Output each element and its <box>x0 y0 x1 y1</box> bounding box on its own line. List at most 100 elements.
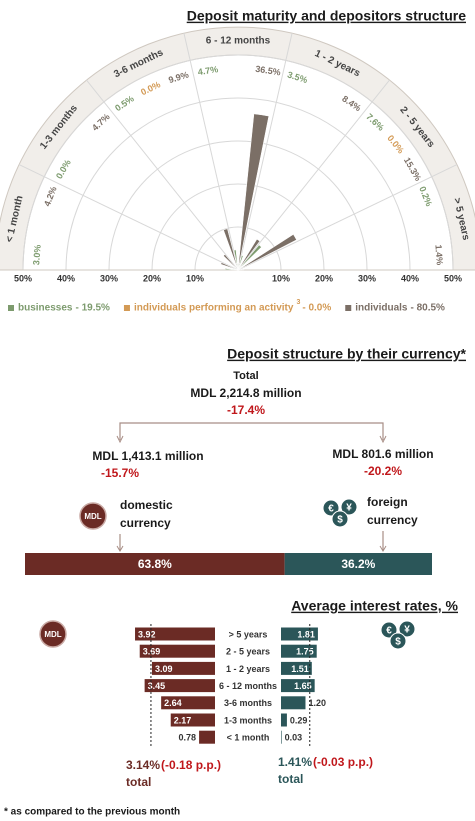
legend-swatch <box>345 305 352 311</box>
value-label: 8.4% <box>340 93 363 113</box>
change: -20.2% <box>364 464 402 478</box>
average-name: total <box>126 775 151 789</box>
rate-label: 2.17 <box>174 715 192 725</box>
petal <box>237 113 270 271</box>
value-label: 4.7% <box>90 112 112 133</box>
amount: MDL 1,413.1 million <box>92 449 203 463</box>
share-bar <box>25 553 285 575</box>
icon-text: $ <box>395 637 401 648</box>
spoke <box>183 32 239 271</box>
total-amount: MDL 2,214.8 million <box>190 386 301 400</box>
rate-label: 3.69 <box>143 647 161 657</box>
average-name: total <box>278 772 303 786</box>
icon-circle <box>340 498 358 516</box>
rate-bar <box>281 679 315 693</box>
value-label: 36.5% <box>255 64 282 78</box>
rate-label: 0.29 <box>290 715 308 725</box>
legend-swatch <box>123 305 130 311</box>
currency-name: domestic <box>120 498 173 512</box>
currency-name: currency <box>367 513 418 527</box>
rate-label: 0.03 <box>285 733 303 743</box>
icon-circle <box>322 499 340 517</box>
average-value: 1.41% <box>278 755 312 769</box>
petal <box>220 262 239 271</box>
r-tick-label: 10% <box>272 273 290 283</box>
row-label: 2 - 5 years <box>226 647 270 657</box>
rate-bar <box>161 696 215 710</box>
icon-circle <box>389 632 407 650</box>
grid-arc <box>194 226 282 271</box>
icon-text: ¥ <box>404 625 410 636</box>
value-label: 9.9% <box>167 70 190 86</box>
r-tick-label: 40% <box>401 273 419 283</box>
legend-total: - 19.5% <box>75 303 110 314</box>
icon-text: MDL <box>84 512 101 521</box>
icon-circle <box>398 620 416 638</box>
r-tick-label: 50% <box>14 273 32 283</box>
rate-label: 3.92 <box>138 629 156 639</box>
legend-label: individuals <box>355 303 408 314</box>
petal <box>237 238 261 271</box>
value-label: 0.0% <box>139 79 162 97</box>
arrow-head <box>379 435 387 444</box>
value-label: 15.3% <box>402 156 423 183</box>
sector-label: 6 - 12 months <box>206 36 271 47</box>
value-label: 0.0% <box>385 133 406 155</box>
row-label: 3-6 months <box>224 698 272 708</box>
share-bar <box>284 553 432 575</box>
amount: MDL 801.6 million <box>332 447 433 461</box>
rate-bar <box>281 644 317 658</box>
icon-circle <box>380 621 398 639</box>
rate-label: 3.09 <box>155 664 173 674</box>
rate-label: 1.81 <box>297 629 315 639</box>
rate-label: 2.64 <box>164 698 182 708</box>
petal <box>237 234 297 271</box>
row-label: 1 - 2 years <box>226 664 270 674</box>
r-tick-label: 10% <box>186 273 204 283</box>
icon-circle <box>79 502 107 530</box>
value-label: 4.7% <box>197 64 219 77</box>
spoke <box>237 32 293 271</box>
icon-circle <box>331 510 349 528</box>
value-label: 0.5% <box>113 93 136 113</box>
change: -15.7% <box>101 466 139 480</box>
rate-label: 0.78 <box>179 733 197 743</box>
currency-name: currency <box>120 516 171 530</box>
row-label: 6 - 12 months <box>219 681 277 691</box>
icon-text: $ <box>337 515 343 526</box>
rates-title: Average interest rates, % <box>291 598 458 614</box>
spoke <box>86 79 239 271</box>
petal <box>237 268 245 271</box>
legend-label: individuals performing an activity <box>134 303 294 314</box>
rate-label: 3.45 <box>148 681 166 691</box>
rate-bar <box>199 730 215 744</box>
petal <box>224 268 239 271</box>
row-label: 1-3 months <box>224 715 272 725</box>
row-label: > 5 years <box>229 629 268 639</box>
icon-text: € <box>328 504 334 515</box>
icon-text: ¥ <box>346 503 352 514</box>
spoke <box>237 164 458 271</box>
arrow-head <box>379 545 387 552</box>
r-tick-label: 40% <box>57 273 75 283</box>
legend-label: businesses <box>18 303 73 314</box>
petal <box>223 228 239 271</box>
grid-arc <box>22 54 454 271</box>
icon-text: € <box>386 626 392 637</box>
icon-circle <box>39 620 67 648</box>
rate-bar <box>281 627 318 641</box>
arrow-head <box>116 435 124 444</box>
legend-total: - 0.0% <box>302 303 331 314</box>
average-change: (-0.18 p.p.) <box>161 758 221 772</box>
grid-arc <box>108 140 368 271</box>
legend-swatch <box>8 305 14 311</box>
rate-label: 1.65 <box>294 681 312 691</box>
total-change: -17.4% <box>227 403 265 417</box>
petal <box>223 254 239 271</box>
rate-bar <box>170 713 215 727</box>
rate-label: 1.20 <box>308 698 326 708</box>
r-tick-label: 50% <box>444 273 462 283</box>
rate-bar <box>281 661 312 675</box>
currency-name: foreign <box>367 495 408 509</box>
